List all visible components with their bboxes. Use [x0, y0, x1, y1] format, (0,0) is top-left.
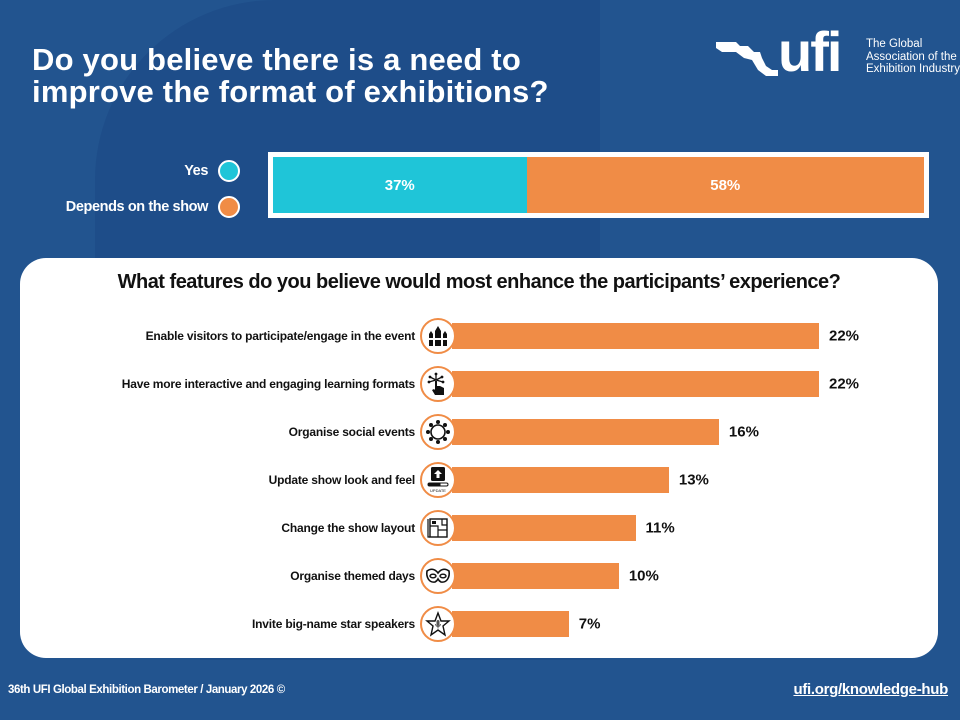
ufi-logo: ufi The Global Association of the Exhibi… — [714, 22, 960, 82]
mask-icon — [420, 558, 456, 594]
bar — [452, 611, 569, 637]
features-chart-card: What features do you believe would most … — [20, 258, 938, 658]
touch-network-icon — [420, 366, 456, 402]
bar-category-label: Organise themed days — [290, 569, 415, 583]
bar — [452, 371, 819, 397]
bar-value-label: 10% — [628, 567, 659, 585]
bar-value-label: 11% — [645, 519, 675, 537]
legend-label-depends: Depends on the show — [65, 199, 209, 215]
legend-swatch-yes — [218, 160, 240, 182]
bar — [452, 323, 819, 349]
bar — [452, 563, 619, 589]
bar-value-label: 22% — [829, 375, 860, 393]
update-screen-icon: UPDATE — [420, 462, 456, 498]
ufi-swoosh-icon — [716, 42, 778, 76]
bar-category-label: Have more interactive and engaging learn… — [121, 377, 415, 391]
logo-tagline: The Global Association of the Exhibition… — [866, 38, 960, 76]
bar — [452, 467, 669, 493]
bar-category-label: Update show look and feel — [268, 473, 416, 487]
segment-value-label: 58% — [710, 176, 741, 194]
bar-row: Organise themed days 10% — [20, 552, 938, 600]
stacked-segment-yes: 37% — [273, 157, 527, 213]
bar — [452, 419, 719, 445]
page-title: Do you believe there is a need to improv… — [32, 44, 549, 108]
star-microphone-icon — [420, 606, 456, 642]
segment-value-label: 37% — [384, 176, 415, 194]
bar-row: Have more interactive and engaging learn… — [20, 360, 938, 408]
ufi-wordmark: ufi — [778, 20, 842, 83]
bar-value-label: 16% — [728, 423, 759, 441]
legend-item-depends: Depends on the show — [66, 189, 240, 225]
bar-row: Organise social events 16% — [20, 408, 938, 456]
raised-hands-icon — [420, 318, 456, 354]
footer-source: 36th UFI Global Exhibition Barometer / J… — [8, 684, 285, 696]
ufi-logo-mark: ufi — [714, 22, 862, 82]
community-circle-icon — [420, 414, 456, 450]
bar-value-label: 13% — [678, 471, 709, 489]
knowledge-hub-link[interactable]: ufi.org/knowledge-hub — [793, 681, 948, 698]
stacked-segment-depends: 58% — [526, 157, 924, 213]
tagline-line: The Global — [866, 38, 923, 50]
legend-item-yes: Yes — [66, 153, 240, 189]
bar-value-label: 22% — [829, 327, 860, 345]
bar-row: Change the show layout 11% — [20, 504, 938, 552]
bar-category-label: Enable visitors to participate/engage in… — [145, 329, 416, 343]
bar-value-label: 7% — [578, 615, 601, 633]
bar-category-label: Invite big-name star speakers — [252, 617, 415, 631]
bar-row: Invite big-name star speakers 7% — [20, 600, 938, 648]
legend-label-yes: Yes — [184, 163, 208, 179]
bar-row: Enable visitors to participate/engage in… — [20, 312, 938, 360]
bar-row: Update show look and feel UPDATE 13% — [20, 456, 938, 504]
bar — [452, 515, 636, 541]
title-line-2: improve the format of exhibitions? — [32, 74, 549, 109]
tagline-line: Association of the — [866, 50, 957, 63]
features-chart-title: What features do you believe would most … — [117, 271, 841, 293]
stacked-bar-track: 37% 58% — [273, 157, 924, 213]
bar-category-label: Change the show layout — [281, 521, 415, 535]
stacked-bar-chart: 37% 58% — [268, 152, 929, 218]
title-line-1: Do you believe there is a need to — [32, 42, 521, 77]
floor-plan-icon — [420, 510, 456, 546]
legend-swatch-depends — [218, 196, 240, 218]
svg-text:UPDATE: UPDATE — [430, 488, 446, 493]
stacked-bar-legend: Yes Depends on the show — [66, 153, 240, 225]
tagline-line: Exhibition Industry — [866, 63, 960, 75]
bar-category-label: Organise social events — [288, 425, 416, 439]
